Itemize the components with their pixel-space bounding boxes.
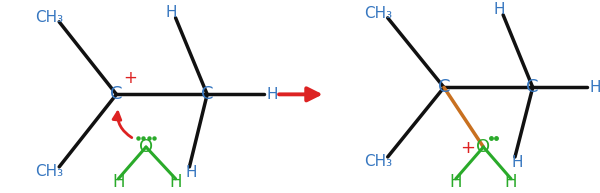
- Text: +: +: [123, 69, 137, 87]
- Text: O: O: [476, 138, 490, 156]
- Text: H: H: [449, 173, 462, 191]
- Text: H: H: [589, 80, 600, 95]
- Text: O: O: [139, 138, 153, 156]
- Text: H: H: [266, 87, 278, 102]
- Text: C: C: [437, 78, 450, 96]
- Text: +: +: [460, 139, 475, 157]
- Text: H: H: [166, 5, 178, 20]
- Text: H: H: [505, 173, 517, 191]
- Text: CH₃: CH₃: [364, 154, 392, 169]
- Text: C: C: [201, 85, 214, 103]
- Text: CH₃: CH₃: [364, 6, 392, 21]
- Text: C: C: [526, 78, 539, 96]
- Text: CH₃: CH₃: [35, 164, 64, 179]
- Text: C: C: [110, 85, 122, 103]
- Text: H: H: [511, 155, 523, 170]
- Text: CH₃: CH₃: [35, 10, 64, 25]
- Text: H: H: [169, 173, 182, 191]
- Text: H: H: [112, 173, 125, 191]
- Text: H: H: [185, 165, 197, 180]
- Text: H: H: [493, 3, 505, 17]
